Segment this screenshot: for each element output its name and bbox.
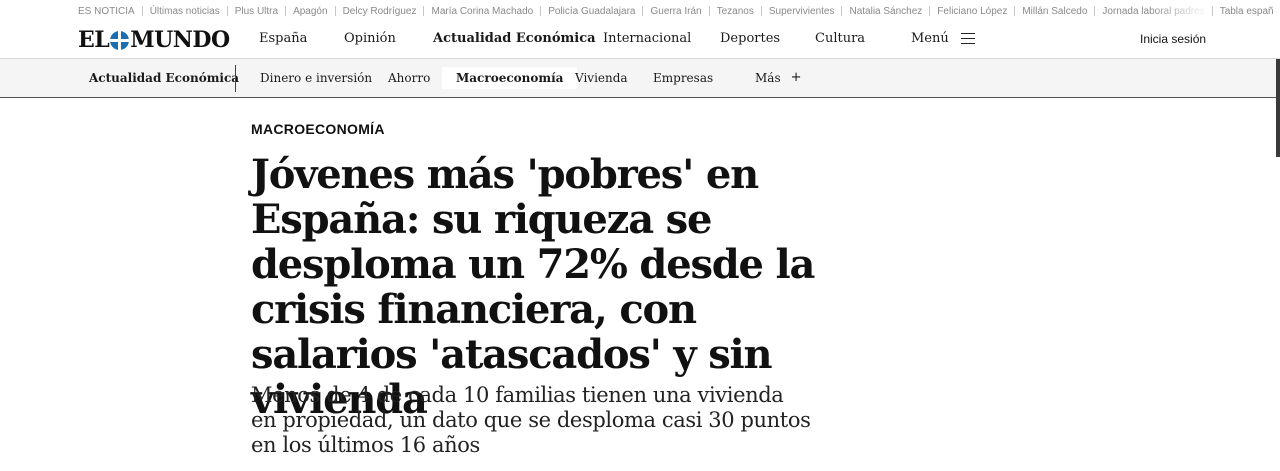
trending-item[interactable]: Delcy Rodríguez xyxy=(328,6,416,17)
trending-label: ES NOTICIA xyxy=(78,5,135,17)
section-item-empresas[interactable]: Empresas xyxy=(653,71,714,85)
menu-button[interactable]: Menú xyxy=(911,31,975,46)
trending-item[interactable]: Últimas noticias xyxy=(135,6,220,17)
section-divider xyxy=(235,65,236,92)
more-label: Más xyxy=(755,71,781,85)
nav-item-internacional[interactable]: Internacional xyxy=(603,31,692,46)
menu-label: Menú xyxy=(911,31,949,46)
login-link[interactable]: Inicia sesión xyxy=(1140,32,1207,46)
hamburger-icon xyxy=(960,32,975,45)
main-header: EL MUNDO España Opinión Actualidad Económ… xyxy=(0,22,1280,59)
globe-icon xyxy=(110,30,130,50)
nav-item-actualidad-economica[interactable]: Actualidad Económica xyxy=(433,31,596,46)
trending-item[interactable]: Supervivientes xyxy=(754,6,834,17)
trending-item[interactable]: Millán Salcedo xyxy=(1007,6,1087,17)
section-title-link[interactable]: Actualidad Económica xyxy=(89,71,240,85)
trending-item[interactable]: Guerra Irán xyxy=(635,6,702,17)
section-item-dinero-e-inversion[interactable]: Dinero e inversión xyxy=(260,71,373,85)
trending-item[interactable]: Tezanos xyxy=(702,6,754,17)
nav-item-espana[interactable]: España xyxy=(259,31,308,46)
trending-item[interactable]: Plus Ultra xyxy=(220,6,278,17)
nav-item-cultura[interactable]: Cultura xyxy=(815,31,866,46)
more-sections-button[interactable]: Más + xyxy=(755,71,802,85)
article-headline: Jóvenes más 'pobres' en España: su rique… xyxy=(251,151,815,423)
scrollbar[interactable] xyxy=(1276,59,1280,157)
trending-fade xyxy=(1150,0,1210,22)
trending-item[interactable]: Natalia Sánchez xyxy=(834,6,922,17)
plus-icon: + xyxy=(790,70,802,85)
trending-item[interactable]: Apagón xyxy=(278,6,328,17)
nav-item-opinion[interactable]: Opinión xyxy=(344,31,396,46)
article-kicker[interactable]: MACROECONOMÍA xyxy=(251,121,385,137)
section-item-macroeconomia[interactable]: Macroeconomía xyxy=(442,67,578,89)
trending-topics-bar: ES NOTICIA Últimas noticias Plus Ultra A… xyxy=(0,0,1280,22)
trending-item[interactable]: Policía Guadalajara xyxy=(533,6,635,17)
site-logo[interactable]: EL MUNDO xyxy=(78,27,230,53)
trending-item[interactable]: María Corina Machado xyxy=(416,6,533,17)
section-nav: Actualidad Económica Dinero e inversión … xyxy=(0,58,1280,157)
nav-item-deportes[interactable]: Deportes xyxy=(720,31,781,46)
section-item-vivienda[interactable]: Vivienda xyxy=(575,71,628,85)
trending-item[interactable]: Tabla españ xyxy=(1205,6,1274,17)
section-item-ahorro[interactable]: Ahorro xyxy=(388,71,431,85)
article-subtitle: Menos de 4 de cada 10 familias tienen un… xyxy=(251,383,811,457)
trending-item[interactable]: Feliciano López xyxy=(922,6,1007,17)
